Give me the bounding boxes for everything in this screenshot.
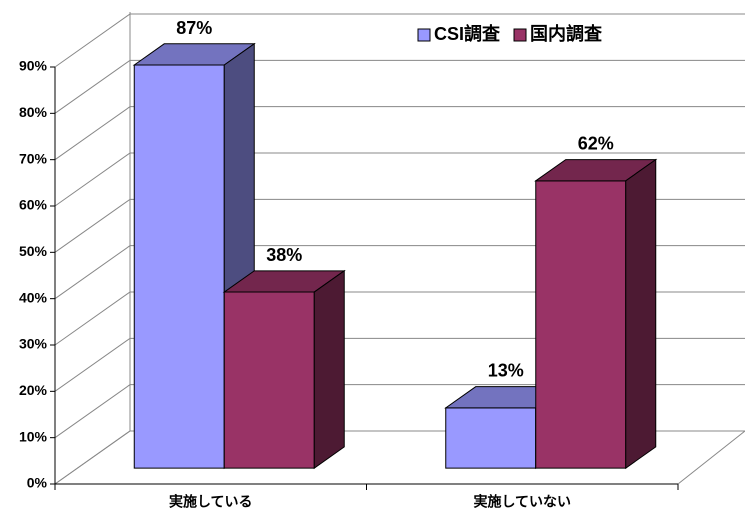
y-tick-label: 90%: [19, 58, 48, 74]
x-tick-label: 実施していない: [473, 494, 571, 510]
grid-line: [54, 59, 745, 114]
grid-line: [54, 106, 745, 161]
legend-label: CSI調査: [434, 23, 500, 44]
y-tick-label: 20%: [19, 382, 48, 398]
data-label: 62%: [578, 134, 614, 154]
bar-side: [625, 158, 657, 470]
y-tick-label: 70%: [19, 150, 48, 166]
y-tick-label: 0%: [27, 475, 48, 491]
bar: [535, 180, 627, 469]
data-label: 87%: [176, 18, 212, 38]
y-tick-label: 50%: [19, 243, 48, 259]
grid-line: [54, 152, 745, 207]
y-tick-label: 80%: [19, 104, 48, 120]
bar-side: [313, 269, 345, 470]
legend-label: 国内調査: [530, 23, 602, 44]
legend-swatch: [513, 28, 527, 42]
y-tick-label: 40%: [19, 289, 48, 305]
data-label: 38%: [266, 245, 302, 265]
bar: [223, 291, 315, 469]
y-tick-label: 60%: [19, 197, 48, 213]
bar: [445, 407, 537, 469]
bar: [133, 64, 225, 469]
floor-right: [677, 430, 745, 485]
y-tick-label: 30%: [19, 336, 48, 352]
x-tick-label: 実施している: [169, 494, 253, 510]
legend-swatch: [417, 28, 431, 42]
data-label: 13%: [488, 361, 524, 381]
grid-line: [54, 13, 745, 68]
y-tick-label: 10%: [19, 428, 48, 444]
